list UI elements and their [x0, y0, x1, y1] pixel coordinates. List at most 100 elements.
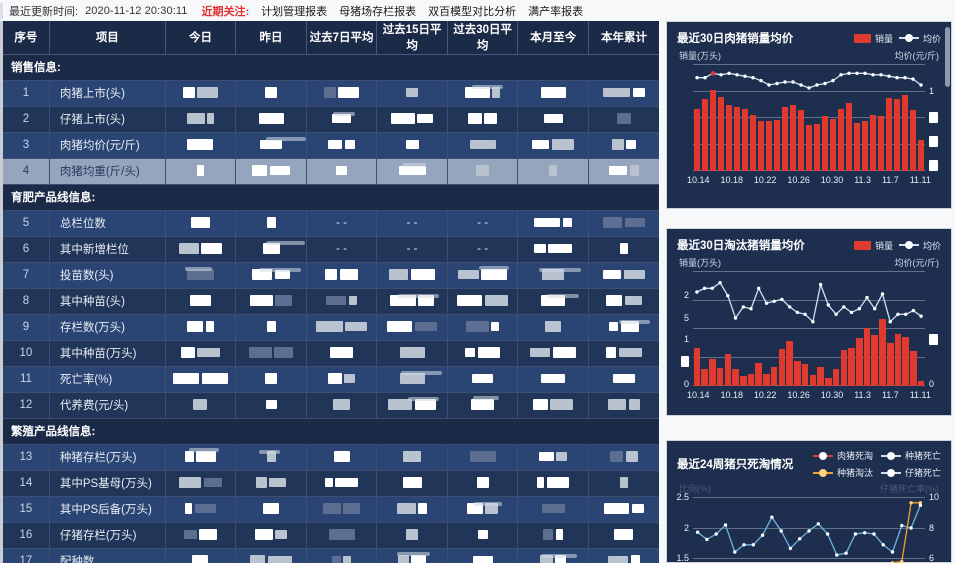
bar[interactable] [770, 367, 778, 386]
bar[interactable] [732, 369, 739, 386]
bar[interactable] [813, 124, 821, 171]
bar[interactable] [848, 348, 855, 386]
bar[interactable] [749, 115, 757, 171]
table-row[interactable]: 11 死亡率(%) [3, 366, 659, 393]
bar[interactable] [765, 121, 773, 171]
table-row[interactable]: 14 其中PS基母(万头) [3, 470, 659, 497]
chart2-legend-price[interactable]: 均价 [898, 239, 941, 252]
table-row[interactable]: 8 其中种苗(头) [3, 288, 659, 315]
table-row[interactable]: 16 仔猪存栏(万头) [3, 522, 659, 549]
bar[interactable] [909, 110, 917, 171]
bar[interactable] [755, 363, 763, 386]
table-row[interactable]: 12 代养费(元/头) [3, 392, 659, 419]
daily-report-table-panel[interactable]: 序号 项目 今日 昨日 过去7日平均 过去15日平均 过去30日平均 本月至今 … [0, 21, 659, 563]
bar[interactable] [701, 99, 709, 171]
bar[interactable] [863, 328, 871, 386]
bar[interactable] [747, 374, 755, 386]
bar[interactable] [740, 376, 747, 386]
row-value-cell [588, 80, 659, 107]
redacted-value [530, 348, 551, 358]
bar[interactable] [781, 107, 789, 171]
bar[interactable] [832, 369, 840, 386]
bar[interactable] [716, 368, 724, 386]
bar[interactable] [763, 374, 770, 386]
table-row[interactable]: 9 存栏数(万头) [3, 314, 659, 341]
chart3-legend-piglet-death[interactable]: 仔猪死亡 [880, 466, 941, 479]
chart1-legend-volume[interactable]: 销量 [853, 32, 893, 45]
nav-link-sow-farm-report[interactable]: 母猪场存栏报表 [339, 5, 417, 18]
bar[interactable] [821, 116, 829, 171]
bar[interactable] [885, 98, 893, 171]
bar[interactable] [817, 367, 824, 386]
table-row[interactable]: 3 肉猪均价(元/斤) [3, 132, 659, 159]
bar[interactable] [801, 364, 809, 386]
table-row[interactable]: 10 其中种苗(万头) [3, 340, 659, 367]
table-row[interactable]: 4 肉猪均重(斤/头) [3, 158, 659, 185]
bar[interactable] [693, 109, 701, 171]
table-section-title: 繁殖产品线信息: [3, 417, 659, 445]
bar[interactable] [840, 350, 848, 386]
bar[interactable] [786, 341, 793, 386]
chart1-scrollbar[interactable] [945, 23, 950, 207]
bar[interactable] [709, 359, 716, 386]
bar[interactable] [809, 375, 817, 386]
bar[interactable] [893, 99, 901, 171]
bar[interactable] [861, 121, 869, 171]
bar[interactable] [741, 109, 749, 171]
bar[interactable] [829, 119, 837, 171]
chart3-legend-fattening-death[interactable]: 肉猪死淘 [812, 449, 873, 462]
bar[interactable] [901, 95, 909, 171]
bar[interactable] [871, 335, 879, 386]
table-row[interactable]: 7 投苗数(头) [3, 262, 659, 289]
bar[interactable] [917, 381, 925, 386]
bar[interactable] [717, 97, 725, 171]
bar[interactable] [869, 115, 877, 171]
table-row[interactable]: 15 其中PS后备(万头) [3, 496, 659, 523]
bar[interactable] [894, 334, 902, 386]
bar[interactable] [877, 116, 885, 171]
bar[interactable] [789, 105, 797, 171]
bar[interactable] [837, 109, 845, 171]
redacted-value [481, 269, 508, 281]
bar[interactable] [701, 369, 708, 386]
bar[interactable] [773, 120, 781, 171]
bar[interactable] [853, 123, 861, 171]
bar[interactable] [910, 351, 917, 386]
bar[interactable] [733, 107, 741, 171]
table-row[interactable]: 5 总栏位数 - -- -- - [3, 210, 659, 237]
bar[interactable] [709, 90, 717, 171]
bar[interactable] [902, 337, 909, 386]
chart-card-weekly-mortality[interactable]: 最近24周猪只死淘情况 肉猪死淘 种猪死亡 种猪淘汰 仔猪死亡 比例(%) 仔猪… [666, 440, 952, 563]
table-row[interactable]: 1 肉猪上市(头) [3, 80, 659, 107]
row-value-cell [517, 132, 589, 159]
bar[interactable] [805, 125, 813, 171]
nav-link-plan-report[interactable]: 计划管理报表 [261, 5, 328, 18]
chart3-legend-breeder-cull[interactable]: 种猪淘汰 [812, 466, 873, 479]
bar[interactable] [778, 349, 786, 386]
bar[interactable] [724, 354, 732, 386]
redacted-value [397, 555, 409, 563]
bar[interactable] [856, 338, 863, 386]
table-row[interactable]: 6 其中新增栏位 - -- -- - [3, 236, 659, 263]
bar[interactable] [845, 103, 853, 171]
bar[interactable] [886, 343, 894, 386]
chart2-legend-volume[interactable]: 销量 [853, 239, 893, 252]
bar[interactable] [725, 105, 733, 171]
chart1-legend-price[interactable]: 均价 [898, 32, 941, 45]
table-row[interactable]: 2 仔猪上市(头) [3, 106, 659, 133]
bar[interactable] [825, 378, 832, 386]
bar[interactable] [757, 121, 765, 171]
bar[interactable] [879, 319, 886, 386]
chart1-xaxis: 10.14 10.18 10.22 10.26 10.30 11.3 11.7 11.11 [687, 175, 931, 185]
chart-card-fattening-sales[interactable]: 最近30日肉猪销量均价 销量 均价 销量(万头) 均价(元/斤) 1 10.14… [666, 21, 952, 209]
bar[interactable] [917, 140, 925, 171]
nav-link-capacity-report[interactable]: 满产率报表 [528, 5, 584, 18]
table-row[interactable]: 17 配种数 [3, 548, 659, 563]
table-row[interactable]: 13 种猪存栏(万头) [3, 444, 659, 471]
chart3-legend-breeder-death[interactable]: 种猪死亡 [880, 449, 941, 462]
bar[interactable] [797, 110, 805, 171]
nav-link-model-compare[interactable]: 双百模型对比分析 [428, 5, 517, 18]
bar[interactable] [794, 361, 801, 386]
bar[interactable] [693, 348, 701, 386]
